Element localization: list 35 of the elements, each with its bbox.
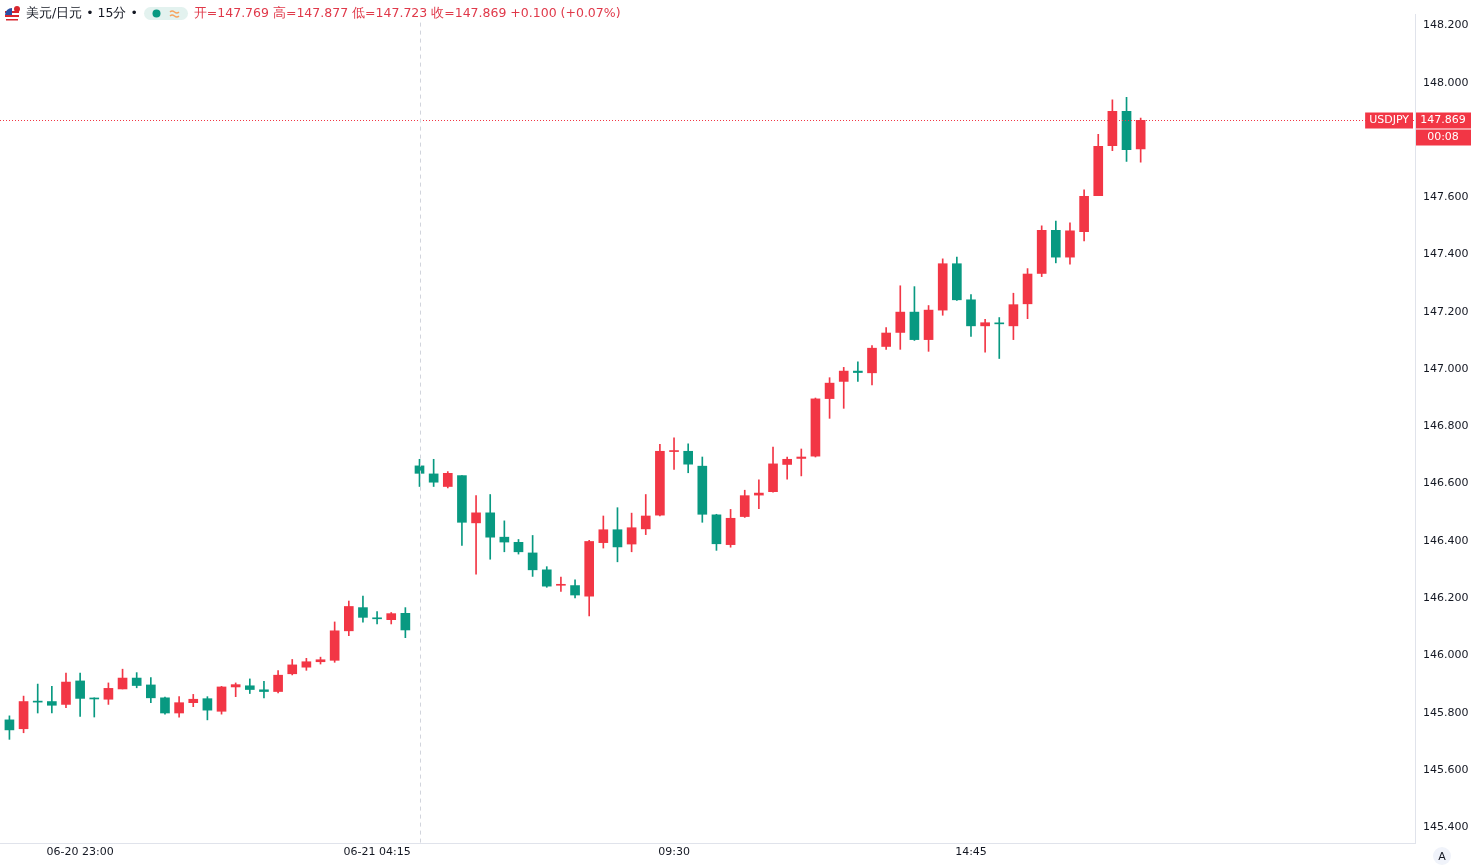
chart-subtitle: 开=147.769 高=147.877 低=147.723 收=147.869 +0.100 (+0.07%) [193,5,621,22]
candlestick [372,611,382,625]
y-tick-label: 146.000 [1423,648,1469,662]
text: 147.869 [1420,113,1466,127]
y-tick-label: 146.600 [1423,476,1469,490]
candlestick [230,682,241,698]
chart-title: 美元/日元 • 15分 • [26,5,138,22]
candlestick [853,361,863,382]
candlestick [669,437,679,470]
y-tick-label: 145.400 [1423,820,1469,834]
x-tick-label: 06-20 23:00 [46,845,114,859]
y-tick-label: 147.000 [1423,361,1469,375]
candlestick [47,686,57,714]
candlestick [838,367,849,409]
y-tick-label: 147.400 [1423,247,1469,261]
y-tick-label: 147.600 [1423,190,1469,204]
y-tick-label: 146.200 [1423,591,1469,605]
text: A [1433,847,1451,865]
y-tick-label: 146.400 [1423,533,1469,547]
y-tick-label: 146.800 [1423,419,1469,433]
x-tick-label: 09:30 [658,845,690,859]
y-tick-label: 147.200 [1423,304,1469,318]
y-tick-label: 148.000 [1423,75,1469,89]
x-tick-label: 06-21 04:15 [343,845,411,859]
ref-line-label: USDJPY [1369,113,1410,127]
candlestick [556,576,566,592]
y-tick-label: 148.200 [1423,18,1469,32]
text: 00:08 [1427,130,1459,144]
x-tick-label: 14:45 [955,845,987,859]
y-tick-label: 145.600 [1423,762,1469,776]
candlestick [796,448,807,477]
candlestick [980,318,990,353]
y-tick-label: 145.800 [1423,705,1469,719]
candlestick [471,495,481,575]
candlestick [259,680,269,699]
